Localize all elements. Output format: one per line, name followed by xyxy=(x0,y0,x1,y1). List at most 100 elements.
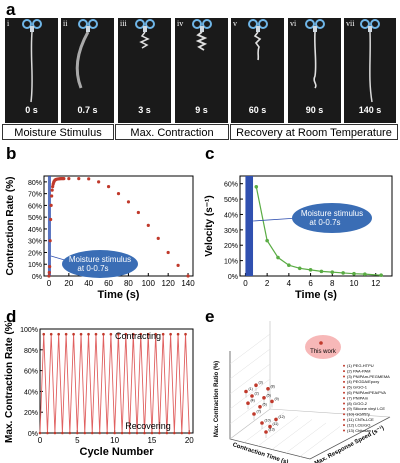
data-point-label: (12) xyxy=(279,415,285,419)
y-tick-label: 40% xyxy=(28,227,42,234)
data-point xyxy=(48,264,52,269)
grid-line xyxy=(243,412,285,443)
recovering-label: Recovering xyxy=(125,421,171,431)
y-axis-label: Velocity (s⁻¹) xyxy=(204,195,215,256)
data-point xyxy=(62,176,66,181)
frame-id: i xyxy=(7,19,10,28)
data-point xyxy=(94,332,98,336)
data-point xyxy=(268,424,272,429)
annotation-line: at 0-0.7s xyxy=(309,218,340,227)
grid-line xyxy=(257,415,299,447)
x-tick-label: 120 xyxy=(161,279,175,288)
data-point-label: (3) xyxy=(259,381,263,385)
y-tick-label: 80% xyxy=(24,348,38,355)
data-point xyxy=(90,431,94,435)
data-point xyxy=(47,270,51,275)
y-tick-label: 50% xyxy=(224,197,238,204)
data-point xyxy=(166,250,170,255)
frame-id: iii xyxy=(120,19,127,28)
y-tick-label: 10% xyxy=(28,262,42,269)
x-tick-label: 40 xyxy=(84,279,93,288)
legend-entry: (5) G/GO-1 xyxy=(347,385,368,390)
legend-entry: (2) PAA-PAM xyxy=(347,368,370,373)
data-point-label: (5) xyxy=(267,393,271,397)
stimulus-band xyxy=(47,176,51,276)
data-point xyxy=(102,332,105,336)
data-point xyxy=(57,332,60,336)
legend-entry: (13) Chitosan xyxy=(347,428,371,433)
data-point xyxy=(246,401,250,405)
data-point xyxy=(173,431,176,435)
highlight-point xyxy=(319,341,323,345)
data-point-label: (6) xyxy=(263,402,267,406)
grid-line xyxy=(285,422,327,454)
data-point xyxy=(258,405,262,409)
clamp-icon xyxy=(22,19,42,32)
data-point xyxy=(184,332,187,336)
legend-marker xyxy=(343,429,345,432)
data-point xyxy=(176,263,180,268)
frame-time: 0 s xyxy=(25,105,38,115)
data-point xyxy=(266,387,270,391)
y-tick-label: 60% xyxy=(24,369,38,376)
data-point xyxy=(87,332,90,336)
stimulus-band xyxy=(245,176,254,276)
y-tick-label: 0% xyxy=(32,274,42,281)
x-tick-label: 0 xyxy=(243,279,248,288)
y-tick-label: 20% xyxy=(24,410,38,417)
data-point xyxy=(297,266,302,271)
data-point-label: (7) xyxy=(257,410,261,414)
stage-box-contraction xyxy=(115,124,229,140)
panel-label-b: b xyxy=(6,144,17,163)
data-point xyxy=(67,176,71,181)
photo-sequence: i 0 s ii 0.7 s iii 3 s iv 9 s v 60 s vi … xyxy=(5,18,396,123)
y-tick-label: 0% xyxy=(228,274,238,281)
stage-box-recovery xyxy=(230,124,398,140)
plot-frame xyxy=(39,328,194,434)
x-tick-label: 140 xyxy=(181,279,195,288)
y-tick-label: 100% xyxy=(20,327,38,334)
clamp-icon xyxy=(78,19,98,32)
legend-entry: (11) CNTs-LCE xyxy=(347,417,374,422)
stage-label-contraction: Max. Contraction xyxy=(130,127,214,139)
frame-id: ii xyxy=(63,19,68,28)
x-tick-label: 20 xyxy=(185,436,194,445)
x-tick-label: 20 xyxy=(64,279,73,288)
y-tick-label: 40% xyxy=(24,389,38,396)
series-line xyxy=(255,186,382,276)
data-point xyxy=(77,176,81,181)
data-point xyxy=(156,236,160,240)
data-point xyxy=(47,274,51,278)
data-point xyxy=(169,332,172,336)
y-tick-label: 60% xyxy=(224,182,238,189)
frame-id: vi xyxy=(290,19,297,28)
data-point-label: (9) xyxy=(275,397,279,401)
photo-frame-6: vi 90 s xyxy=(288,18,341,123)
x-axis-label: Contraction Time (s) xyxy=(232,442,289,463)
data-point xyxy=(330,270,335,274)
legend-entry: (9) Silicone vinyl LCE xyxy=(347,406,385,411)
annotation-text: Moisture stimulus at 0-0.7s xyxy=(301,209,363,227)
data-point xyxy=(117,332,120,336)
data-point xyxy=(260,421,264,425)
legend-marker xyxy=(343,391,345,394)
data-point xyxy=(61,431,64,435)
data-point xyxy=(154,332,157,336)
frame-time: 3 s xyxy=(138,105,151,115)
data-point xyxy=(53,431,57,435)
data-point xyxy=(97,180,101,184)
data-point xyxy=(120,431,124,435)
data-point xyxy=(250,394,254,398)
annotation-bubble xyxy=(292,203,372,233)
data-point xyxy=(352,271,356,276)
x-tick-label: 8 xyxy=(330,279,335,288)
data-point xyxy=(79,332,83,336)
data-point-label: (13) xyxy=(269,428,275,432)
annotation-line: Moisture stimulus xyxy=(301,209,363,218)
frame-id: vii xyxy=(346,19,355,28)
data-point xyxy=(146,332,150,336)
legend-marker xyxy=(343,413,345,416)
y-axis-label: Max. Contraction Rate (%) xyxy=(4,321,15,443)
data-point xyxy=(87,177,91,181)
data-point xyxy=(276,255,280,260)
